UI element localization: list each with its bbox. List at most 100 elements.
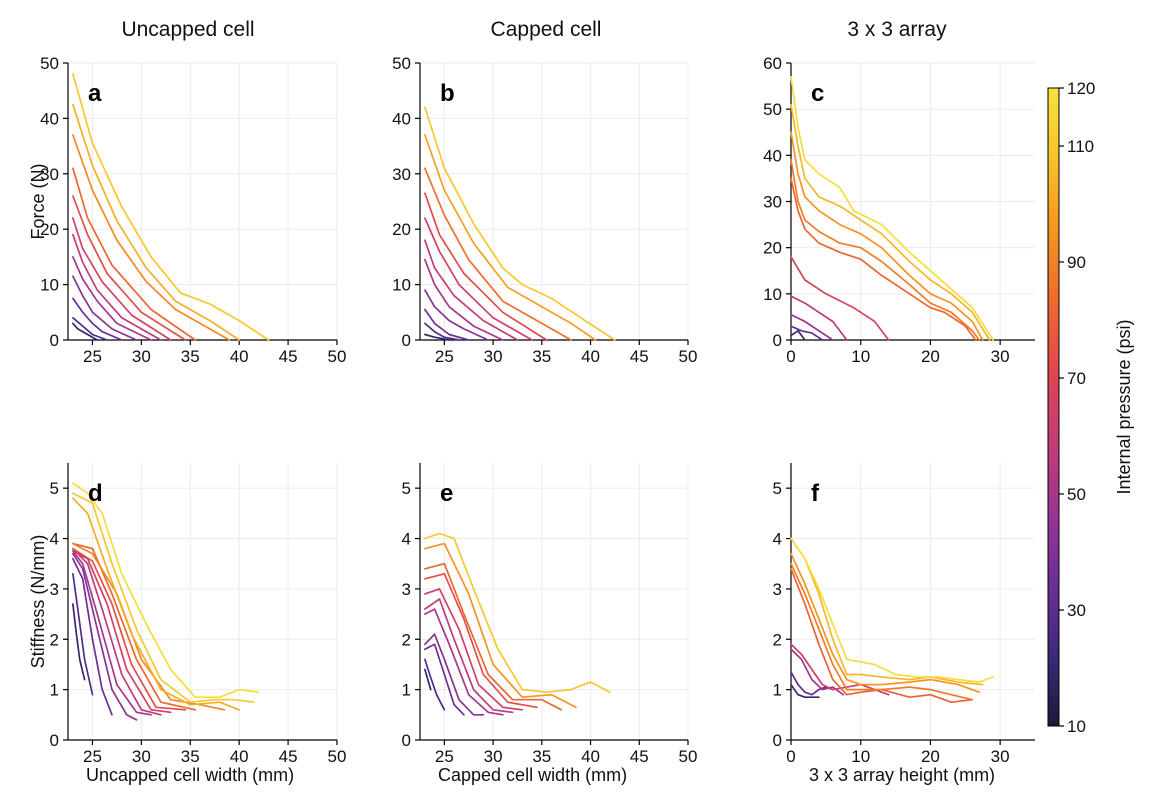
x-tick-label: 50 [328, 347, 347, 366]
y-tick-label: 0 [773, 731, 782, 750]
series-line [790, 552, 981, 694]
series-line [72, 552, 138, 721]
x-tick-label: 45 [279, 747, 298, 766]
y-tick-label: 1 [50, 681, 59, 700]
colorbar-tick-label: 120 [1067, 79, 1095, 98]
series-line [72, 256, 152, 341]
colorbar-tick-label: 50 [1067, 485, 1086, 504]
y-tick-label: 2 [773, 630, 782, 649]
series-line [72, 217, 172, 341]
y-tick-label: 1 [402, 681, 411, 700]
y-tick-label: 2 [402, 630, 411, 649]
y-tick-label: 50 [392, 54, 411, 73]
colorbar-tick-label: 10 [1067, 717, 1086, 736]
series-line [424, 598, 514, 714]
y-tick-label: 0 [50, 331, 59, 350]
y-tick-label: 10 [40, 276, 59, 295]
series-line [790, 648, 845, 696]
x-tick-label: 50 [679, 747, 698, 766]
y-tick-label: 30 [40, 165, 59, 184]
y-tick-label: 50 [40, 54, 59, 73]
y-tick-label: 50 [763, 100, 782, 119]
column-title-array: 3 x 3 array [847, 18, 947, 41]
series-line [424, 134, 597, 341]
series-line [790, 131, 984, 341]
series-line [424, 289, 490, 341]
series-line [72, 73, 270, 341]
series-line [790, 325, 824, 341]
column-title-capped: Capped cell [491, 18, 602, 41]
panel-letter: d [88, 480, 103, 507]
panel-letter: f [811, 480, 820, 507]
series-line [790, 671, 834, 696]
y-tick-label: 3 [50, 580, 59, 599]
y-tick-label: 4 [402, 530, 411, 549]
series-line [424, 308, 470, 341]
y-axis-label: Stiffness (N/mm) [28, 535, 48, 669]
y-tick-label: 5 [402, 479, 411, 498]
y-tick-label: 40 [40, 109, 59, 128]
colorbar-gradient [1047, 87, 1060, 727]
series-line [424, 542, 577, 709]
y-tick-label: 10 [763, 285, 782, 304]
series-line [790, 177, 977, 341]
x-tick-label: 30 [991, 747, 1010, 766]
series-line [424, 258, 504, 341]
y-tick-label: 30 [392, 165, 411, 184]
y-tick-label: 60 [763, 54, 782, 73]
series-line [72, 275, 138, 341]
x-tick-label: 45 [630, 747, 649, 766]
series-line [72, 134, 231, 341]
series-line [790, 683, 820, 699]
x-tick-label: 25 [435, 747, 454, 766]
series-line [72, 322, 99, 341]
x-tick-label: 30 [991, 347, 1010, 366]
x-tick-label: 30 [132, 747, 151, 766]
series-line [790, 537, 984, 686]
series-line [72, 492, 255, 704]
series-line [790, 159, 981, 341]
colorbar-tick-label: 70 [1067, 369, 1086, 388]
series-line [790, 329, 806, 341]
series-line [72, 547, 187, 711]
series-line [72, 557, 113, 716]
series-line [424, 217, 533, 341]
panel-b-force-capped: 25 30 35 40 45 50 0 10 20 30 40 50 b [392, 54, 697, 366]
x-axis-label: 3 x 3 array height (mm) [809, 765, 995, 785]
x-axis-label: Capped cell width (mm) [438, 765, 627, 785]
panel-a-force-uncapped: 25 30 35 40 45 50 0 10 20 30 40 50 a Force (N) [28, 54, 346, 366]
series-line [72, 603, 86, 681]
x-tick-label: 30 [484, 747, 503, 766]
series-line [72, 482, 260, 699]
y-tick-label: 0 [402, 731, 411, 750]
y-tick-label: 5 [773, 479, 782, 498]
series-line [72, 572, 94, 696]
series-line [790, 313, 834, 341]
series-line [790, 562, 974, 701]
panel-c-force-array: 0 10 20 30 0 10 20 30 40 50 60 c [763, 54, 1035, 366]
y-tick-label: 20 [763, 239, 782, 258]
series-line [424, 239, 519, 341]
y-tick-label: 2 [50, 630, 59, 649]
series-line [790, 643, 890, 696]
panel-letter: a [88, 80, 102, 107]
series-line [424, 562, 563, 711]
series-line [424, 572, 538, 709]
colorbar: 10 30 50 70 90 110 120 Internal pressure (psi) [1047, 79, 1134, 736]
y-axis-label: Force (N) [28, 164, 48, 240]
y-tick-label: 10 [392, 276, 411, 295]
series-line [72, 316, 108, 341]
series-line [790, 76, 995, 341]
x-tick-label: 40 [581, 747, 600, 766]
series-line [790, 537, 995, 683]
series-line [424, 167, 572, 341]
series-line [424, 333, 451, 341]
series-line [424, 532, 611, 694]
panel-letter: e [440, 480, 453, 507]
x-tick-label: 35 [532, 347, 551, 366]
y-tick-label: 0 [402, 331, 411, 350]
x-tick-label: 25 [435, 347, 454, 366]
series-line [72, 195, 187, 341]
series-line [790, 103, 991, 341]
